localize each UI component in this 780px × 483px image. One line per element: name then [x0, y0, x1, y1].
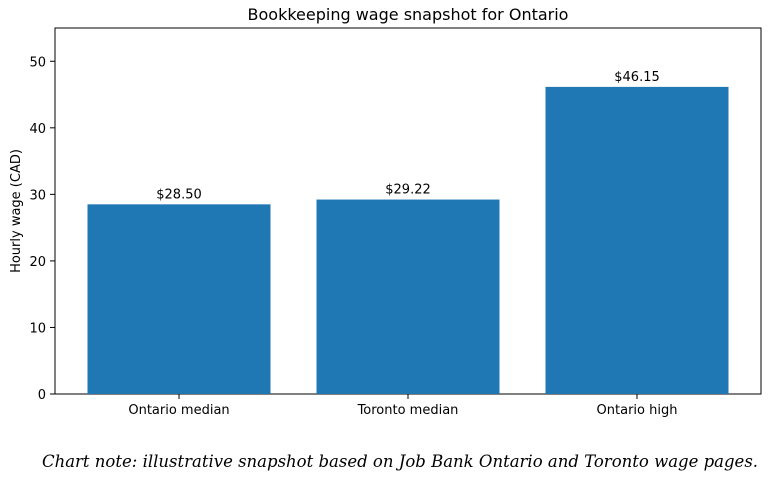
chart-title: Bookkeeping wage snapshot for Ontario — [248, 5, 569, 24]
x-axis: Ontario median Toronto median Ontario high — [128, 394, 677, 418]
y-tick-label: 30 — [29, 188, 46, 203]
x-tick-label: Ontario high — [597, 403, 678, 418]
y-tick-label: 50 — [29, 55, 46, 70]
y-axis-title: Hourly wage (CAD) — [9, 149, 24, 273]
y-axis: 0 10 20 30 40 50 — [29, 55, 55, 403]
bar-value-label: $46.15 — [614, 70, 660, 85]
bar-series: $28.50 $29.22 $46.15 — [87, 70, 729, 394]
y-tick-label: 20 — [29, 255, 46, 270]
chart-note: Chart note: illustrative snapshot based … — [41, 452, 759, 471]
bar — [545, 86, 729, 394]
bar-value-label: $28.50 — [156, 187, 202, 202]
bar — [316, 199, 500, 394]
x-tick-label: Toronto median — [357, 403, 459, 418]
bar — [87, 204, 271, 394]
y-tick-label: 10 — [29, 321, 46, 336]
y-tick-label: 0 — [38, 388, 46, 403]
bar-value-label: $29.22 — [385, 183, 431, 198]
x-tick-label: Ontario median — [128, 403, 229, 418]
y-tick-label: 40 — [29, 122, 46, 137]
